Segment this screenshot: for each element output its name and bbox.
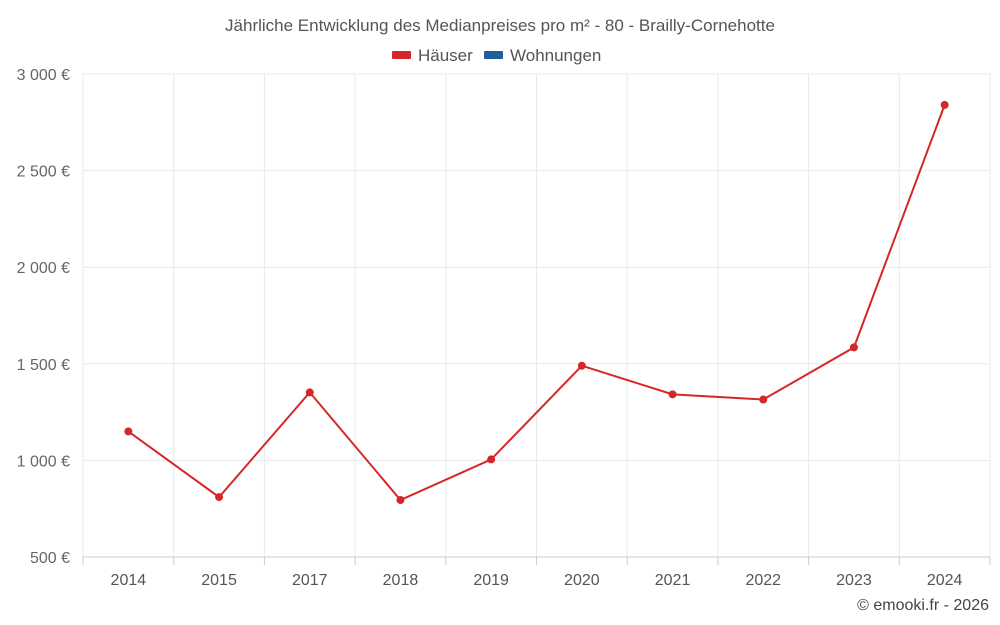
x-tick-label: 2024 — [927, 572, 963, 589]
data-point-2014[interactable] — [124, 427, 133, 436]
y-axis: 500 € 1 000 € 1 500 € 2 000 € 2 500 € 3 000 € — [17, 67, 70, 567]
data-point-2018[interactable] — [396, 496, 405, 505]
data-point-2019[interactable] — [487, 455, 496, 464]
y-tick-label: 2 000 € — [17, 260, 70, 277]
grid — [82, 73, 991, 558]
series-line-haeuser — [127, 104, 946, 502]
y-tick-label: 1 000 € — [17, 453, 70, 470]
legend-swatch-haeuser — [392, 51, 411, 59]
legend-swatch-wohnungen — [484, 51, 503, 59]
x-tick-label: 2017 — [292, 572, 328, 589]
data-point-2022[interactable] — [759, 395, 768, 404]
data-point-2020[interactable] — [577, 361, 586, 370]
legend-label-wohnungen: Wohnungen — [510, 46, 601, 65]
x-tick-label: 2019 — [473, 572, 509, 589]
data-point-2017[interactable] — [305, 388, 314, 397]
chart-title: Jährliche Entwicklung des Medianpreises … — [225, 16, 775, 35]
legend-item-haeuser[interactable]: Häuser — [392, 46, 473, 65]
credit-text: © emooki.fr - 2026 — [857, 597, 989, 614]
data-point-2021[interactable] — [668, 390, 677, 399]
y-tick-label: 2 500 € — [17, 164, 70, 181]
legend-label-haeuser: Häuser — [418, 46, 473, 65]
legend: Häuser Wohnungen — [392, 46, 601, 65]
legend-item-wohnungen[interactable]: Wohnungen — [484, 46, 601, 65]
data-point-2024[interactable] — [940, 100, 949, 109]
data-point-2015[interactable] — [215, 493, 224, 502]
x-tick-label: 2020 — [564, 572, 600, 589]
y-tick-label: 500 € — [30, 550, 70, 567]
x-tick-label: 2022 — [745, 572, 781, 589]
x-tick-label: 2015 — [201, 572, 237, 589]
y-tick-label: 3 000 € — [17, 67, 70, 84]
series-haeuser — [124, 100, 949, 505]
x-tick-label: 2023 — [836, 572, 872, 589]
x-tick-label: 2018 — [383, 572, 419, 589]
x-axis: 2014 2015 2017 2018 2019 2020 2021 2022 2023 2024 — [82, 556, 991, 589]
x-tick-label: 2014 — [111, 572, 147, 589]
y-tick-label: 1 500 € — [17, 357, 70, 374]
data-point-2023[interactable] — [849, 343, 858, 352]
x-tick-label: 2021 — [655, 572, 691, 589]
